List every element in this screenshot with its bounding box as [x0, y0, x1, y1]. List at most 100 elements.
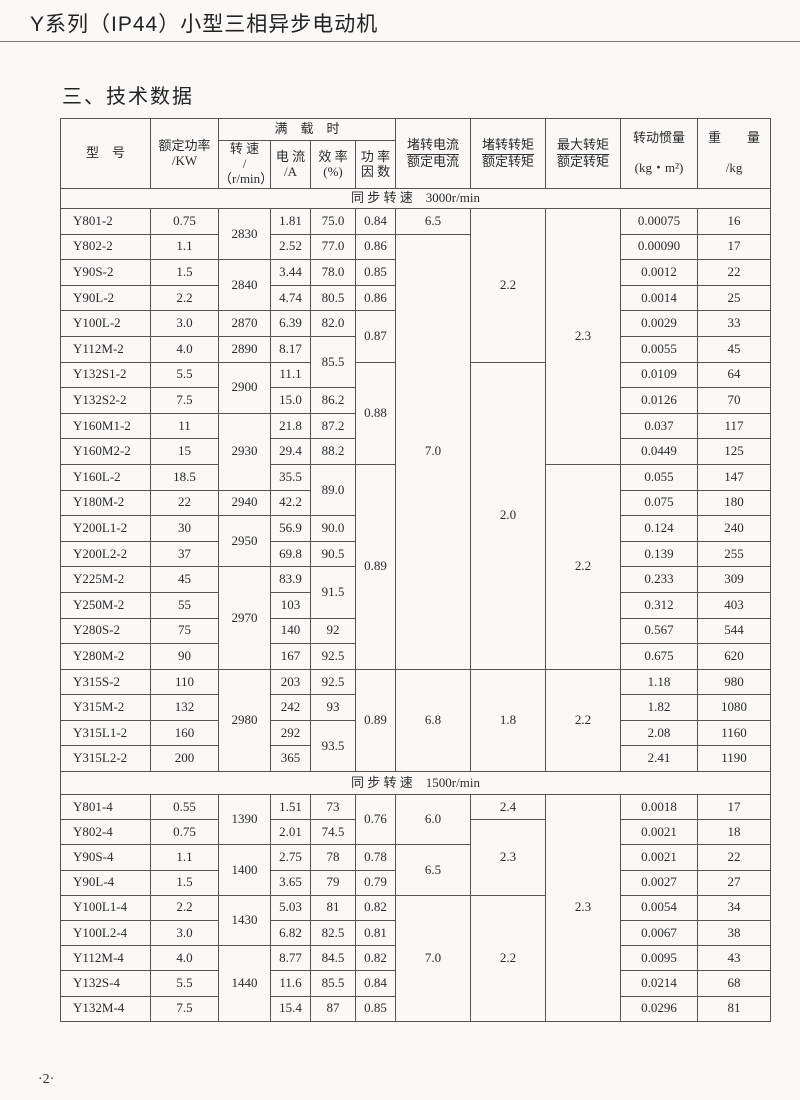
table-row: Y802-2 1.1 2.52 77.0 0.86 7.0 0.00090 17	[60, 233, 772, 670]
cell-power: 5.5	[150, 361, 219, 389]
cell-locked-current-ratio: 6.0	[395, 794, 472, 846]
cell-inertia: 1.18	[620, 668, 699, 696]
cell-efficiency: 89.0	[310, 463, 356, 517]
cell-current: 42.2	[270, 489, 311, 517]
cell-weight: 1160	[697, 719, 772, 747]
table-row: Y200L1-2 30 2950 56.9 90.0 0.124 240	[60, 515, 772, 568]
cell-efficiency: 92.5	[310, 668, 356, 696]
cell-inertia: 0.139	[620, 540, 699, 568]
table-row: Y132S-4 5.5 11.6 85.5 0.84 0.0214 68	[60, 970, 772, 997]
document-title: Y系列（IP44）小型三相异步电动机	[30, 13, 379, 36]
table-row: Y160L-2 18.5 35.5 89.0 0.89 2.2 0.055 147	[60, 463, 772, 670]
header-power-unit: /KW	[171, 152, 198, 168]
cell-inertia: 0.0126	[620, 387, 699, 414]
cell-inertia: 0.00090	[620, 233, 699, 261]
cell-model: Y100L1-4	[60, 894, 151, 922]
cell-efficiency: 91.5	[310, 566, 356, 619]
cell-power-factor: 0.88	[354, 361, 397, 465]
cell-inertia: 0.233	[620, 566, 699, 593]
header-locked-current-ratio: 堵转电流 额定电流	[395, 118, 472, 189]
cell-inertia: 0.0029	[620, 310, 699, 337]
cell-power: 0.55	[150, 794, 219, 821]
cell-weight: 68	[697, 970, 772, 997]
cell-power: 3.0	[150, 310, 219, 337]
cell-power: 1.1	[150, 233, 219, 261]
header-denominator: 额定转矩	[557, 153, 610, 169]
header-numerator: 最大转矩	[557, 137, 610, 155]
cell-power-factor: 0.86	[354, 284, 397, 312]
header-power-factor: 功 率因 数	[354, 140, 397, 189]
cell-model: Y100L-2	[60, 310, 151, 337]
cell-efficiency: 87.2	[310, 412, 356, 440]
header-locked-torque-ratio: 堵转转矩 额定转矩	[470, 118, 547, 189]
header-efficiency-unit: (%)	[323, 163, 343, 179]
header-max-torque-ratio: 最大转矩 额定转矩	[545, 118, 622, 189]
cell-model: Y315L2-2	[60, 745, 151, 773]
cell-current: 2.01	[270, 819, 311, 846]
cell-power: 4.0	[150, 945, 219, 972]
cell-inertia: 0.0018	[620, 794, 699, 821]
table-row: Y315L2-2 200 365 2.41 1190	[60, 745, 772, 773]
cell-power-factor: 0.86	[354, 233, 397, 261]
cell-power-factor: 0.84	[354, 208, 397, 235]
table-row: Y200L2-2 37 69.8 90.5 0.139 255	[60, 540, 772, 568]
cell-speed: 1390	[218, 794, 271, 846]
cell-model: Y100L2-4	[60, 919, 151, 947]
cell-power: 55	[150, 591, 219, 619]
header-inertia: 转动惯量 (kg・m²)	[620, 118, 699, 189]
cell-current: 1.51	[270, 794, 311, 821]
cell-weight: 17	[697, 794, 772, 821]
section-label: 同 步 转 速 1500r/min	[59, 771, 772, 796]
cell-weight: 1080	[697, 694, 772, 721]
cell-model: Y180M-2	[60, 489, 151, 517]
cell-model: Y90S-4	[60, 844, 151, 871]
cell-speed: 2840	[218, 259, 271, 312]
cell-model: Y160L-2	[60, 463, 151, 491]
cell-locked-torque-ratio: 2.0	[470, 361, 547, 670]
header-denominator: 额定转矩	[482, 153, 535, 169]
cell-efficiency: 77.0	[310, 233, 356, 261]
cell-speed: 2940	[218, 489, 271, 517]
cell-current: 167	[270, 643, 311, 670]
cell-inertia: 0.0012	[620, 259, 699, 286]
cell-power: 0.75	[150, 819, 219, 846]
cell-model: Y315M-2	[60, 694, 151, 721]
motor-spec-table: 型 号 额定功率/KW 满 载 时 堵转电流 额定电流 堵转转矩 额定转矩 最大转矩…	[59, 118, 772, 1022]
cell-power: 11	[150, 412, 219, 440]
cell-speed: 1440	[218, 945, 271, 1022]
cell-power: 7.5	[150, 387, 219, 414]
cell-weight: 33	[697, 310, 772, 337]
cell-efficiency: 93.5	[310, 719, 356, 773]
cell-weight: 17	[697, 233, 772, 261]
cell-efficiency: 92	[310, 617, 356, 645]
cell-weight: 70	[697, 387, 772, 414]
table-row: Y802-4 0.75 2.01 74.5 2.3 0.0021 18	[60, 819, 772, 896]
cell-model: Y250M-2	[60, 591, 151, 619]
cell-weight: 16	[697, 208, 772, 235]
cell-current: 242	[270, 694, 311, 721]
cell-model: Y200L2-2	[60, 540, 151, 568]
table-row: Y132S2-2 7.5 15.0 86.2 0.0126 70	[60, 387, 772, 414]
header-speed-label: 转 速	[229, 141, 260, 157]
cell-weight: 255	[697, 540, 772, 568]
cell-weight: 27	[697, 869, 772, 896]
cell-current: 365	[270, 745, 311, 773]
cell-speed: 2970	[218, 566, 271, 670]
cell-efficiency: 84.5	[310, 945, 356, 972]
cell-efficiency: 80.5	[310, 284, 356, 312]
cell-weight: 309	[697, 566, 772, 593]
cell-model: Y801-2	[60, 208, 151, 235]
cell-current: 2.52	[270, 233, 311, 261]
cell-efficiency: 78	[310, 844, 356, 871]
cell-weight: 22	[697, 844, 772, 871]
table-row: Y132S1-2 5.5 2900 11.1 0.88 2.0 0.0109 64	[60, 361, 772, 670]
cell-power: 5.5	[150, 970, 219, 997]
cell-power: 4.0	[150, 335, 219, 363]
table-row: Y100L2-4 3.0 6.82 82.5 0.81 0.0067 38	[60, 919, 772, 947]
section-label: 同 步 转 速 3000r/min	[59, 188, 772, 209]
cell-current: 5.03	[270, 894, 311, 922]
cell-weight: 38	[697, 919, 772, 947]
header-speed: 转 速/（r/min）	[218, 140, 273, 189]
header-pf-line1: 功 率	[360, 148, 391, 164]
cell-inertia: 0.037	[620, 412, 699, 440]
